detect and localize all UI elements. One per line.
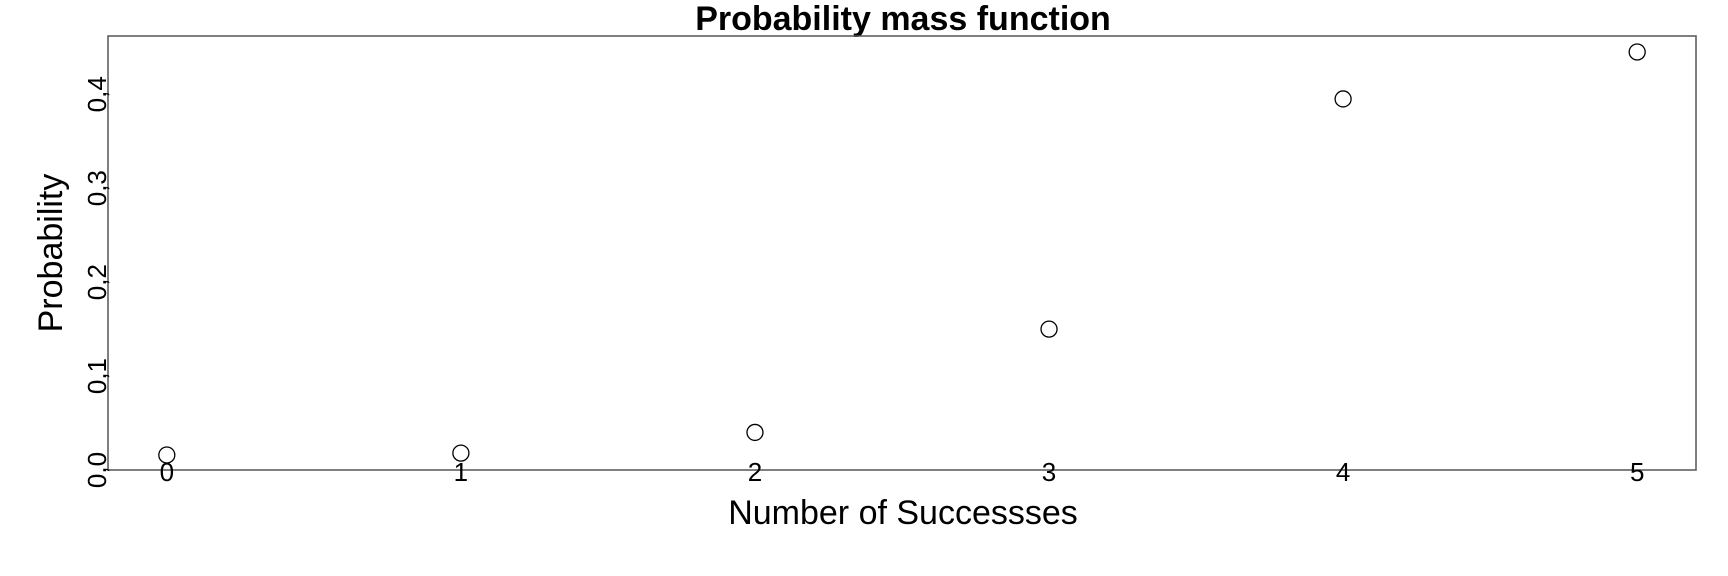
x-tick-label: 3 bbox=[1042, 457, 1056, 487]
data-point bbox=[452, 444, 470, 462]
data-point bbox=[158, 446, 176, 464]
chart-title: Probability mass function bbox=[695, 0, 1111, 38]
data-point bbox=[746, 423, 764, 442]
data-point bbox=[1040, 320, 1058, 338]
data-points bbox=[158, 43, 1646, 464]
x-tick-label: 5 bbox=[1630, 457, 1644, 487]
y-tick-label: 0,1 bbox=[82, 358, 112, 394]
y-tick-label: 0,0 bbox=[82, 452, 112, 488]
x-tick-labels: 0 1 2 3 4 5 bbox=[160, 457, 1645, 487]
x-tick-label: 1 bbox=[454, 457, 468, 487]
y-tick-labels: 0,0 0,1 0,2 0,3 0,4 bbox=[82, 76, 112, 488]
data-point bbox=[1334, 90, 1352, 108]
y-tick-label: 0,4 bbox=[82, 76, 112, 112]
x-tick-label: 0 bbox=[160, 457, 174, 487]
plot-frame bbox=[107, 35, 1697, 471]
data-point bbox=[1628, 43, 1646, 61]
y-tick-label: 0,2 bbox=[82, 264, 112, 300]
x-tick-label: 4 bbox=[1336, 457, 1350, 487]
y-tick-label: 0,3 bbox=[82, 170, 112, 206]
x-axis-label: Number of Successses bbox=[728, 494, 1078, 532]
x-tick-label: 2 bbox=[748, 457, 762, 487]
y-axis-label: Probability bbox=[32, 174, 70, 333]
